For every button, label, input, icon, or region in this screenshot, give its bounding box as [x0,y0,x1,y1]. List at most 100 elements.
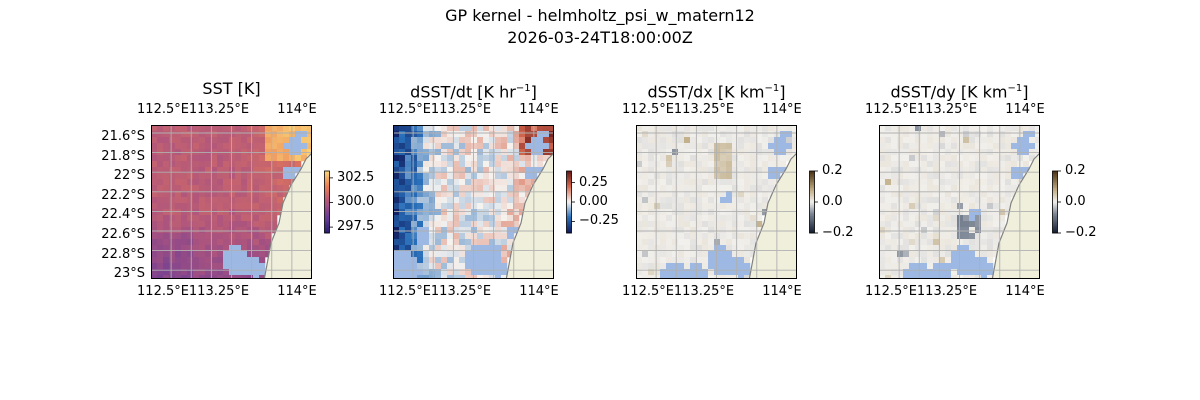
heatmap-cell [277,137,284,144]
heatmap-cell [975,179,982,186]
heatmap-cell [405,275,412,279]
heatmap-cell [720,191,727,198]
map-heatmap [636,125,797,279]
panel-title-superscript: −1 [764,83,780,94]
heatmap-cell [175,257,182,264]
heatmap-cell [903,197,910,204]
heatmap-cell [987,191,994,198]
heatmap-cell [265,245,272,252]
heatmap-cell [975,191,982,198]
colorbar-swatch [566,191,572,193]
heatmap-cell [283,191,290,198]
heatmap-cell [193,263,200,270]
heatmap-cell [975,155,982,162]
map-frame [879,125,1040,279]
heatmap-cell [157,203,164,210]
heatmap-cell [690,269,697,276]
heatmap-cell [435,197,442,204]
heatmap-cells [636,125,797,279]
heatmap-cell [993,131,1000,138]
heatmap-cell [927,269,934,276]
heatmap-cell [399,203,406,210]
heatmap-cell [169,173,176,180]
heatmap-cell [199,149,206,156]
heatmap-cell [648,257,655,264]
heatmap-cell [909,143,916,150]
heatmap-cell [151,215,158,222]
heatmap-cell [744,275,751,279]
heatmap-cell [423,239,430,246]
heatmap-cell [987,197,994,204]
heatmap-cell [678,167,685,174]
heatmap-cell [642,209,649,216]
heatmap-cell [636,161,643,168]
heatmap-cell [678,137,685,144]
heatmap-cell [933,239,940,246]
heatmap-cell [199,263,206,270]
heatmap-cell [672,137,679,144]
colorbar-swatch [324,211,330,214]
heatmap-cell [951,179,958,186]
heatmap-cell [241,227,248,234]
heatmap-cell [199,137,206,144]
heatmap-cell [495,233,502,240]
heatmap-cell [981,197,988,204]
heatmap-cell [501,167,508,174]
heatmap-cell [957,197,964,204]
heatmap-cell [435,173,442,180]
colorbar-swatch [1052,186,1058,189]
heatmap-cell [660,143,667,150]
heatmap-cell [927,161,934,168]
x-tick-label-bottom: 112.5°E [379,284,431,299]
heatmap-cell [471,137,478,144]
heatmap-cell [714,239,721,246]
heatmap-cell [241,209,248,216]
heatmap-cell [963,251,970,258]
heatmap-cell [423,257,430,264]
heatmap-cell [726,263,733,270]
heatmap-cell [525,143,532,150]
heatmap-cell [951,269,958,276]
heatmap-cell [714,221,721,228]
heatmap-cell [169,233,176,240]
heatmap-cell [702,233,709,240]
heatmap-cell [921,209,928,216]
heatmap-cell [453,197,460,204]
heatmap-cell [465,221,472,228]
heatmap-cell [525,137,532,144]
panel-title: SST [K] [122,80,342,98]
heatmap-cell [405,191,412,198]
heatmap-cell [927,227,934,234]
heatmap-cell [957,209,964,216]
heatmap-cell [223,173,230,180]
heatmap-cell [477,239,484,246]
heatmap-cell [483,137,490,144]
heatmap-cell [987,239,994,246]
heatmap-cell [217,203,224,210]
heatmap-cell [939,245,946,252]
heatmap-cell [975,149,982,156]
heatmap-cell [489,143,496,150]
heatmap-cell [223,221,230,228]
heatmap-cell [768,155,775,162]
heatmap-cell [648,227,655,234]
heatmap-cell [283,167,290,174]
heatmap-cell [205,191,212,198]
heatmap-cell [417,161,424,168]
heatmap-cell [684,185,691,192]
heatmap-cell [211,203,218,210]
heatmap-cell [999,215,1006,222]
heatmap-cell [193,221,200,228]
heatmap-cell [211,125,218,132]
heatmap-cell [921,263,928,270]
heatmap-cell [453,215,460,222]
colorbar-swatch [1052,219,1058,221]
heatmap-cell [726,131,733,138]
heatmap-cell [489,155,496,162]
colorbar-swatch [324,212,330,215]
heatmap-cell [507,203,514,210]
heatmap-cell [921,161,928,168]
heatmap-cell [453,125,460,132]
heatmap-cell [915,179,922,186]
heatmap-cell [963,149,970,156]
